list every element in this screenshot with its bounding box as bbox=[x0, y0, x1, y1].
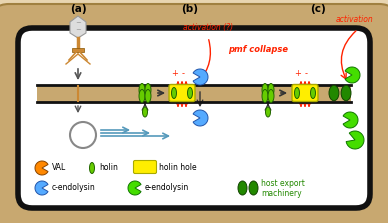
Ellipse shape bbox=[238, 181, 247, 195]
FancyBboxPatch shape bbox=[292, 85, 318, 101]
Wedge shape bbox=[128, 181, 141, 195]
Ellipse shape bbox=[268, 83, 274, 97]
Bar bbox=[72, 48, 84, 52]
Bar bbox=[37, 85, 351, 102]
Text: holin: holin bbox=[99, 163, 118, 173]
Ellipse shape bbox=[265, 107, 270, 117]
FancyBboxPatch shape bbox=[133, 161, 156, 173]
Text: ~
~: ~ ~ bbox=[75, 21, 81, 33]
Text: (c): (c) bbox=[310, 4, 326, 14]
Text: -: - bbox=[305, 69, 308, 78]
Ellipse shape bbox=[310, 87, 315, 99]
Ellipse shape bbox=[90, 163, 95, 173]
Text: c-endolysin: c-endolysin bbox=[52, 184, 96, 192]
Ellipse shape bbox=[187, 87, 192, 99]
Text: (a): (a) bbox=[70, 4, 86, 14]
Wedge shape bbox=[35, 161, 48, 175]
Wedge shape bbox=[193, 110, 208, 126]
Ellipse shape bbox=[262, 83, 268, 97]
Wedge shape bbox=[343, 112, 358, 128]
FancyBboxPatch shape bbox=[18, 28, 370, 208]
Text: machinery: machinery bbox=[261, 188, 301, 198]
Wedge shape bbox=[35, 181, 48, 195]
Text: e-endolysin: e-endolysin bbox=[145, 184, 189, 192]
Ellipse shape bbox=[329, 85, 339, 101]
Text: activation (?): activation (?) bbox=[183, 23, 233, 32]
Text: VAL: VAL bbox=[52, 163, 66, 173]
Text: +: + bbox=[294, 69, 301, 78]
Ellipse shape bbox=[268, 89, 274, 103]
Text: -: - bbox=[182, 69, 185, 78]
Text: +: + bbox=[171, 69, 178, 78]
Wedge shape bbox=[193, 69, 208, 85]
Text: holin hole: holin hole bbox=[159, 163, 197, 173]
Ellipse shape bbox=[341, 85, 351, 101]
FancyBboxPatch shape bbox=[169, 85, 195, 101]
Text: activation: activation bbox=[336, 15, 374, 24]
Ellipse shape bbox=[294, 87, 300, 99]
Ellipse shape bbox=[262, 89, 268, 103]
Ellipse shape bbox=[145, 83, 151, 97]
Wedge shape bbox=[346, 131, 364, 149]
Ellipse shape bbox=[142, 107, 147, 117]
Ellipse shape bbox=[171, 87, 177, 99]
Ellipse shape bbox=[139, 89, 145, 103]
Text: (b): (b) bbox=[182, 4, 199, 14]
Ellipse shape bbox=[145, 89, 151, 103]
Polygon shape bbox=[70, 16, 86, 38]
Ellipse shape bbox=[249, 181, 258, 195]
Ellipse shape bbox=[139, 83, 145, 97]
Wedge shape bbox=[345, 67, 360, 83]
Text: host export: host export bbox=[261, 180, 305, 188]
Text: pmf collapse: pmf collapse bbox=[228, 45, 288, 54]
FancyBboxPatch shape bbox=[0, 4, 388, 223]
